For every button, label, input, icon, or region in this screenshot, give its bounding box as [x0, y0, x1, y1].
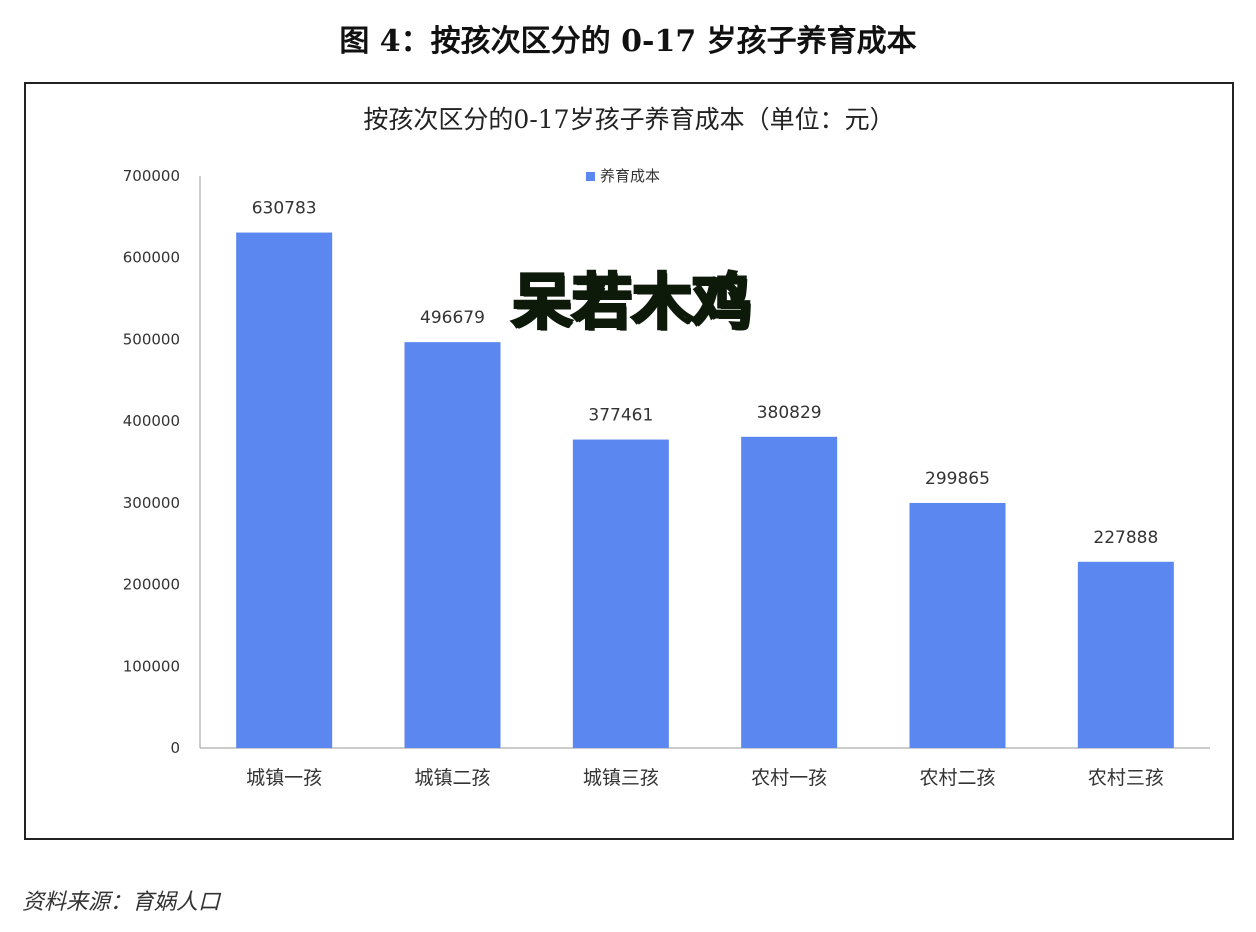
- y-tick-label: 100000: [123, 657, 180, 675]
- chart-title: 按孩次区分的0-17岁孩子养育成本（单位：元）: [363, 105, 894, 134]
- y-tick-label: 600000: [123, 249, 180, 267]
- data-label: 299865: [925, 469, 990, 489]
- x-tick-label: 农村三孩: [1088, 767, 1164, 789]
- data-label: 630783: [252, 199, 317, 219]
- y-tick-label: 200000: [123, 576, 180, 594]
- x-tick-label: 城镇一孩: [246, 767, 322, 789]
- x-tick-label: 农村一孩: [751, 767, 827, 789]
- data-label: 380829: [757, 403, 822, 423]
- data-label: 377461: [588, 406, 653, 426]
- watermark-text: 呆若木鸡: [511, 267, 754, 340]
- data-label: 496679: [420, 308, 485, 328]
- bar: [1077, 561, 1174, 748]
- bar: [404, 342, 501, 748]
- bar: [236, 232, 333, 748]
- bar-chart: 按孩次区分的0-17岁孩子养育成本（单位：元） 养育成本 0 100000 200000…: [123, 105, 1210, 789]
- bar: [909, 502, 1006, 748]
- bar: [741, 436, 838, 748]
- y-tick-label: 500000: [123, 330, 180, 348]
- legend-label: 养育成本: [600, 167, 660, 185]
- x-tick-label: 农村二孩: [919, 767, 995, 789]
- x-tick-label: 城镇三孩: [583, 767, 659, 789]
- y-tick-label: 700000: [123, 167, 180, 185]
- page-title: 图 4：按孩次区分的 0-17 岁孩子养育成本: [339, 24, 917, 59]
- chart-frame: 按孩次区分的0-17岁孩子养育成本（单位：元） 养育成本 0 100000 200000…: [24, 82, 1234, 840]
- bar: [572, 439, 669, 748]
- legend-swatch: [586, 172, 595, 181]
- x-tick-label: 城镇二孩: [414, 767, 490, 789]
- source-note: 资料来源：育娲人口: [22, 890, 221, 915]
- data-label: 227888: [1093, 528, 1158, 548]
- y-tick-label: 300000: [123, 494, 180, 512]
- y-tick-label: 0: [170, 739, 180, 757]
- y-tick-label: 400000: [123, 412, 180, 430]
